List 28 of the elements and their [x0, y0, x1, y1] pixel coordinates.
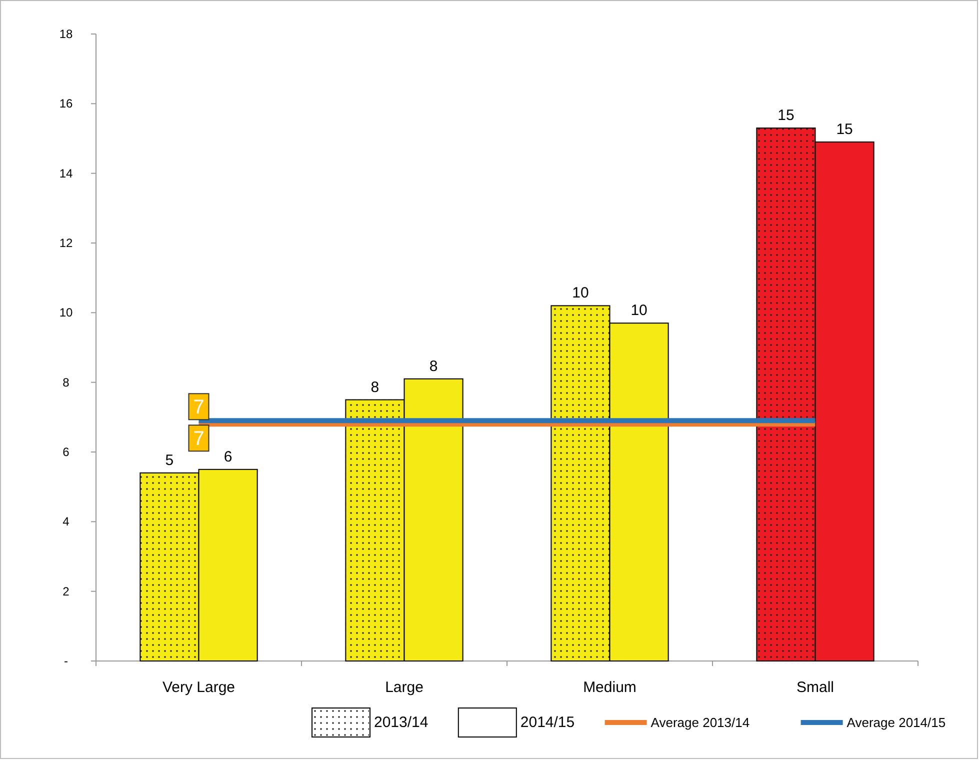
data-label: 10	[572, 284, 589, 302]
data-label: 7	[193, 428, 204, 450]
x-tick-label: Small	[796, 679, 834, 696]
legend-label: Average 2013/14	[650, 715, 750, 730]
y-tick-label: 16	[59, 96, 73, 111]
x-tick-label: Large	[385, 679, 424, 696]
y-tick-label: 6	[62, 445, 70, 459]
data-label: 15	[778, 107, 794, 124]
y-tick-label: 4	[62, 514, 70, 529]
x-tick-label: Medium	[583, 679, 636, 696]
y-tick-label: 14	[59, 166, 73, 180]
y-tick-label: 10	[59, 306, 73, 320]
data-label: 8	[429, 358, 438, 375]
data-label: 8	[370, 378, 380, 396]
legend-label: 2014/15	[520, 714, 575, 731]
data-label: 7	[193, 396, 204, 419]
data-label: 5	[165, 452, 174, 469]
data-label: 10	[630, 302, 648, 320]
legend-label: Average 2014/15	[846, 715, 946, 730]
y-tick-label: 12	[59, 236, 73, 250]
data-label: 6	[224, 448, 232, 466]
legend-label: 2013/14	[374, 714, 428, 731]
y-tick-label: 8	[62, 375, 70, 390]
data-label: 15	[836, 120, 853, 138]
x-tick-label: Very Large	[162, 679, 236, 696]
y-tick-label: 2	[62, 584, 70, 598]
y-tick-label: 18	[59, 27, 73, 41]
y-tick-label: -	[64, 654, 68, 668]
